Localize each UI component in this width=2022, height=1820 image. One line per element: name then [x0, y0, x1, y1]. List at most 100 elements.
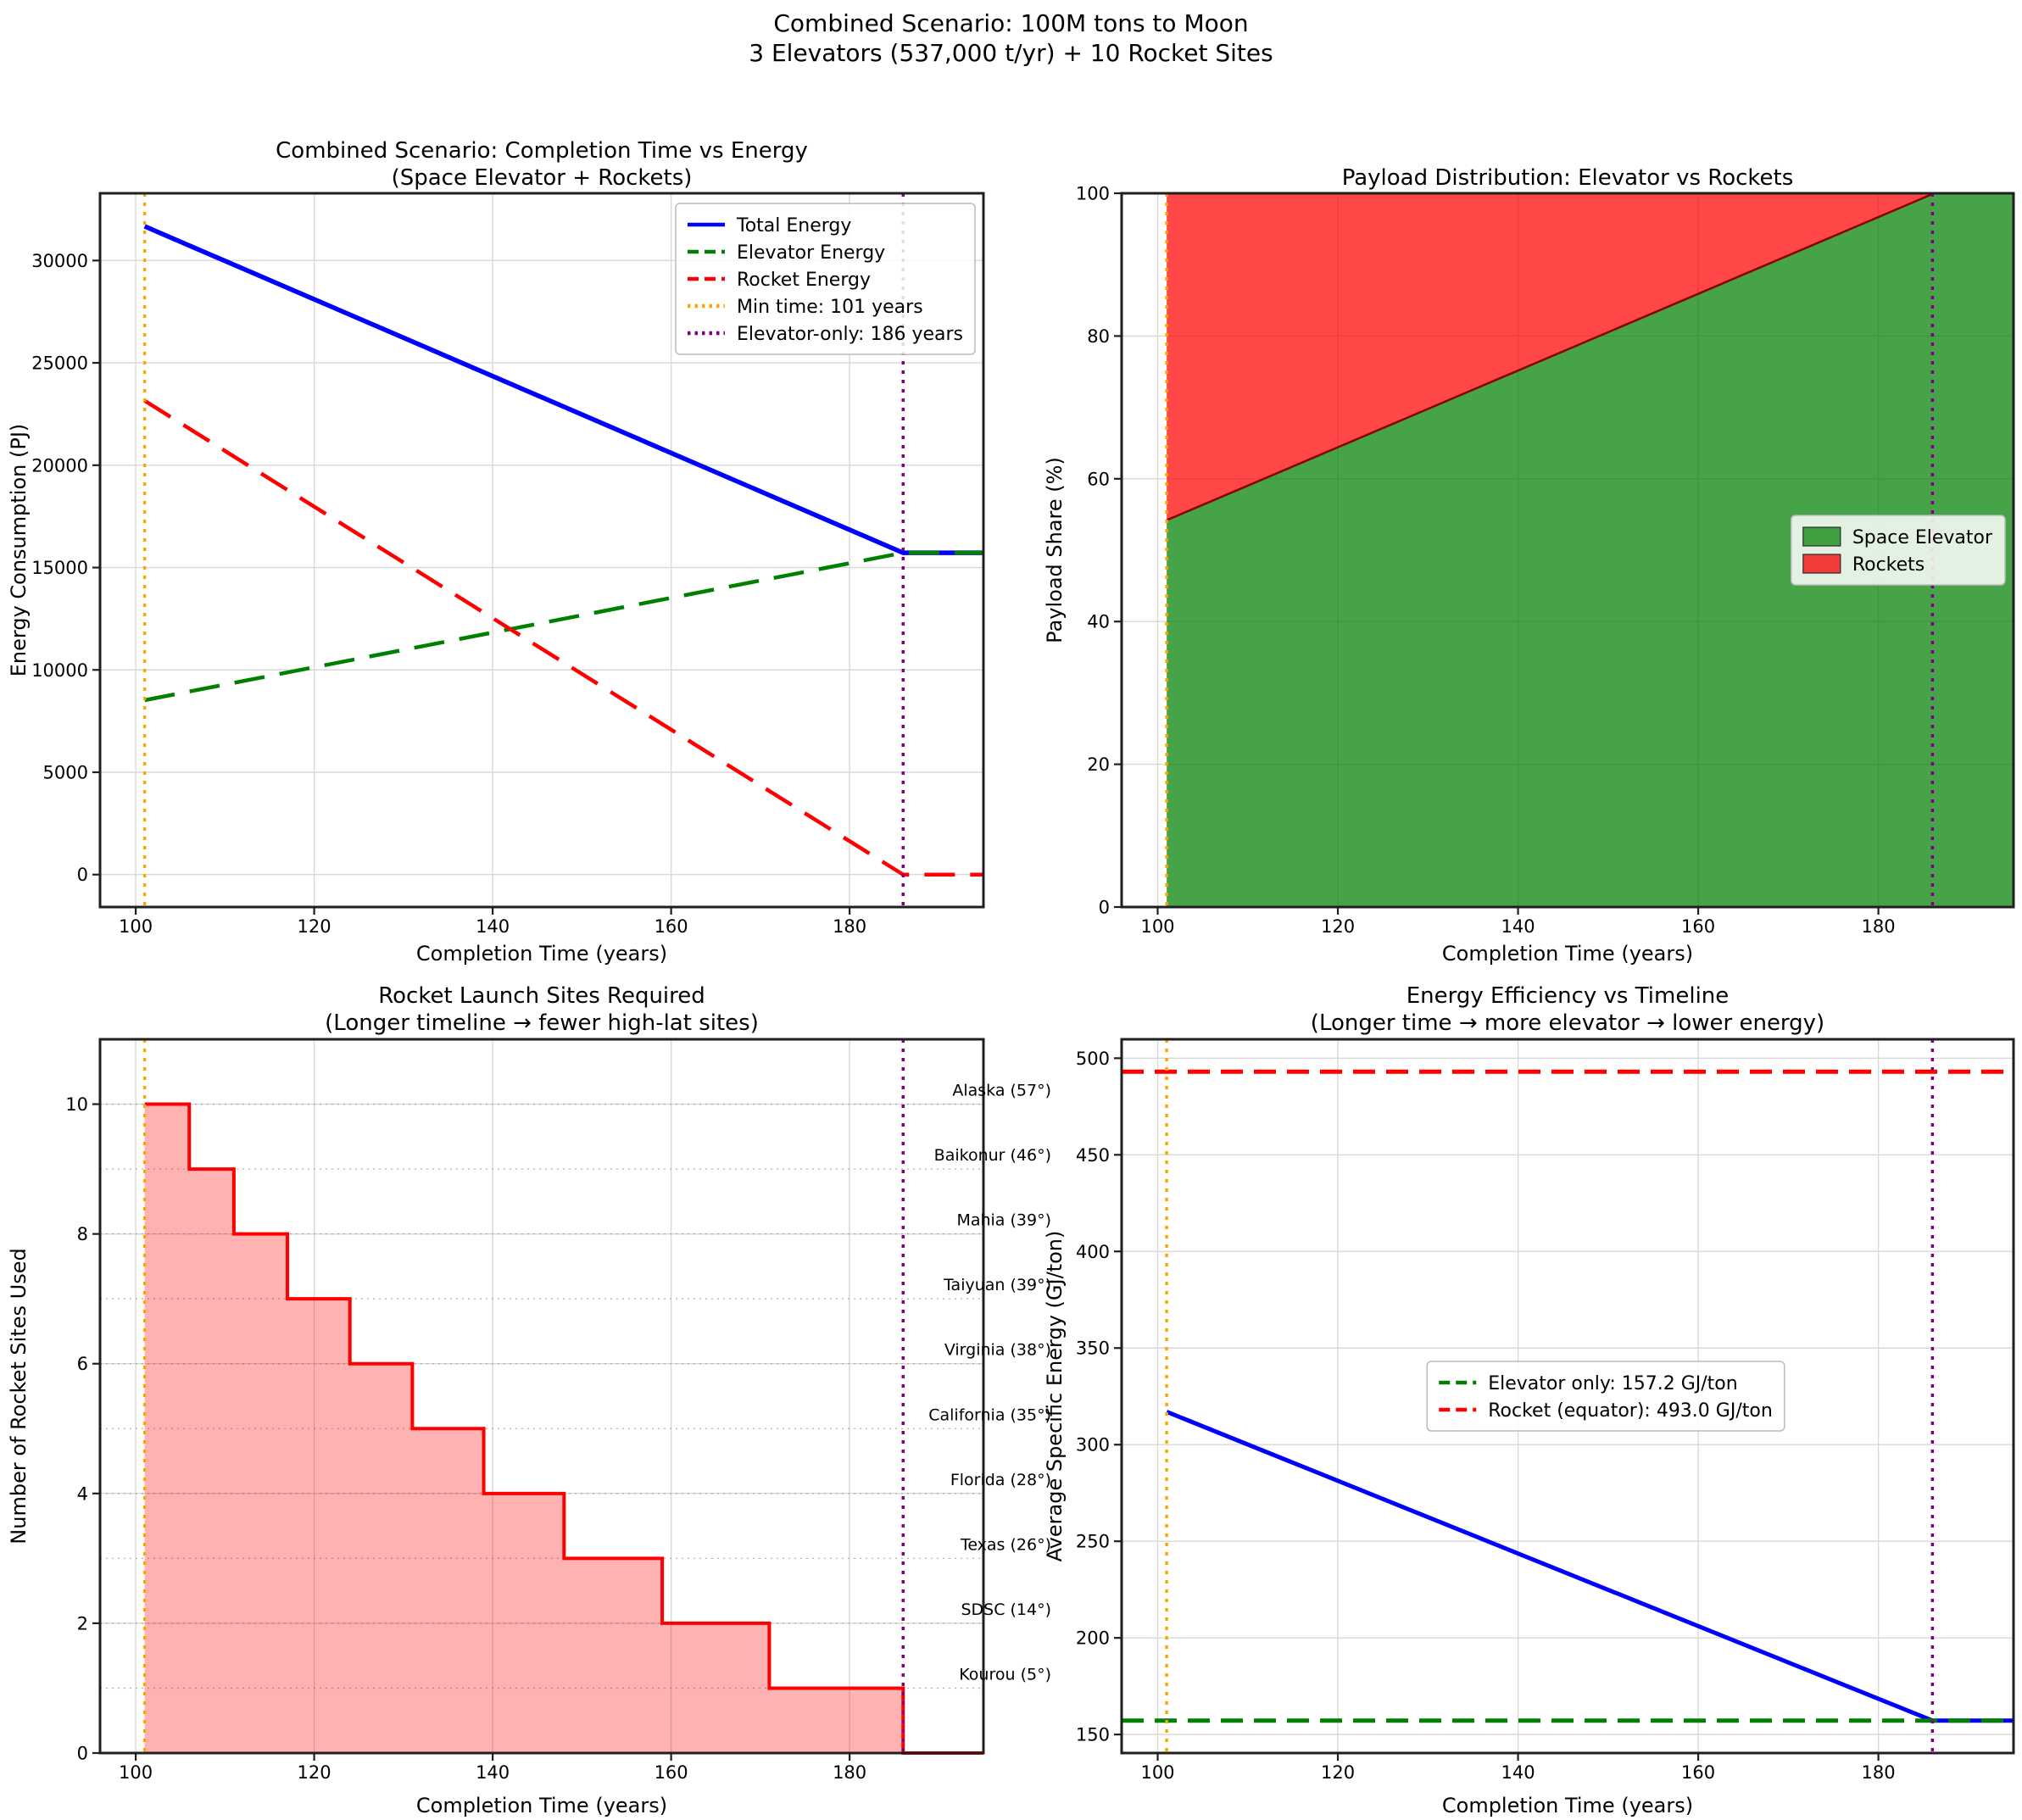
axes-frame	[98, 1038, 985, 1755]
site-label: Alaska (57°)	[952, 1082, 1051, 1100]
x-tick-label: 120	[298, 1762, 331, 1783]
legend-box	[675, 203, 976, 355]
chart-rocket-sites-required: 100 120 140 160 180 0 2 4 6 8 10 Completion Time (y…	[7, 983, 1051, 1817]
figure-suptitle: Combined Scenario: 100M tons to Moon 3 E…	[0, 8, 2022, 68]
y-tick-label: 400	[1076, 1242, 1110, 1262]
y-tick-label: 5000	[43, 762, 88, 782]
legend-swatch	[1802, 526, 1841, 547]
legend-label: Elevator-only: 186 years	[737, 324, 963, 345]
y-tick-label: 100	[1076, 184, 1110, 204]
area-rockets	[1167, 193, 2014, 520]
axes-frame	[1120, 1038, 2015, 1755]
site-label: Virginia (38°)	[944, 1341, 1051, 1360]
y-tick-label: 0	[1099, 898, 1110, 918]
y-tick-label: 30000	[31, 251, 88, 271]
y-tick-label: 0	[77, 1744, 88, 1764]
x-tick-label: 160	[655, 1762, 688, 1783]
y-tick-label: 10000	[31, 660, 88, 681]
y-axis-label: Energy Consumption (PJ)	[7, 424, 31, 677]
y-axis-label: Payload Share (%)	[1043, 457, 1067, 643]
chart-title: Payload Distribution: Elevator vs Rocket…	[1342, 165, 1794, 191]
legend-label: Min time: 101 years	[737, 297, 923, 318]
legend-label: Elevator only: 157.2 GJ/ton	[1488, 1373, 1737, 1394]
x-tick-label: 100	[1140, 916, 1174, 937]
chart-energy-efficiency: 100 120 140 160 180 150 200 250 300 350 400 450 500 C…	[1043, 983, 2015, 1817]
suptitle-line1: Combined Scenario: 100M tons to Moon	[773, 9, 1249, 37]
site-label: Texas (26°)	[960, 1535, 1051, 1554]
y-tick-label: 500	[1076, 1049, 1110, 1069]
legend-label: Rocket Energy	[737, 270, 871, 291]
chart-subtitle: (Space Elevator + Rockets)	[392, 165, 693, 191]
x-axis-label: Completion Time (years)	[1442, 942, 1693, 966]
y-axis-label: Number of Rocket Sites Used	[7, 1248, 31, 1544]
legend-label: Rockets	[1852, 554, 1925, 576]
legend-swatch	[1802, 554, 1841, 574]
chart-title: Energy Efficiency vs Timeline	[1406, 983, 1730, 1009]
series-average-specific-energy	[1166, 1410, 2014, 1723]
y-axis-label: Average Specific Energy (GJ/ton)	[1043, 1231, 1067, 1562]
legend-label: Space Elevator	[1852, 527, 1993, 548]
y-tick-label: 10	[65, 1094, 88, 1115]
x-tick-label: 120	[1321, 1762, 1355, 1783]
suptitle-line2: 3 Elevators (537,000 t/yr) + 10 Rocket S…	[749, 39, 1273, 67]
x-tick-label: 160	[1681, 1762, 1715, 1783]
y-tick-label: 450	[1076, 1145, 1110, 1166]
step-line	[144, 1102, 983, 1755]
x-tick-label: 160	[655, 916, 688, 937]
axes-frame	[98, 192, 985, 909]
y-tick-label: 150	[1076, 1725, 1110, 1745]
legend-label: Rocket (equator): 493.0 GJ/ton	[1488, 1400, 1773, 1422]
chart-payload-distribution: 100 120 140 160 180 0 20 40 60 80 100 Completion Ti…	[1043, 165, 2015, 966]
y-tick-label: 200	[1076, 1628, 1110, 1649]
legend: Total Energy Elevator Energy Rocket Energy…	[675, 203, 976, 355]
chart-title: Combined Scenario: Completion Time vs En…	[276, 138, 808, 164]
x-tick-label: 140	[476, 916, 510, 937]
y-tick-label: 250	[1076, 1532, 1110, 1552]
x-tick-label: 180	[833, 916, 866, 937]
x-axis-label: Completion Time (years)	[416, 1794, 667, 1817]
chart-subtitle: (Longer time → more elevator → lower ene…	[1311, 1010, 1824, 1036]
step-fill	[144, 1104, 983, 1753]
chart-subtitle: (Longer timeline → fewer high-lat sites)	[325, 1010, 759, 1036]
x-tick-label: 140	[1501, 916, 1535, 937]
x-tick-label: 180	[833, 1762, 866, 1783]
site-label: Florida (28°)	[950, 1471, 1051, 1489]
x-tick-label: 100	[119, 916, 153, 937]
chart-title: Rocket Launch Sites Required	[378, 983, 705, 1009]
y-tick-label: 20	[1087, 754, 1110, 775]
y-tick-label: 8	[77, 1224, 88, 1244]
y-tick-label: 300	[1076, 1435, 1110, 1455]
site-label: SDSC (14°)	[961, 1600, 1051, 1619]
site-label: Kourou (5°)	[959, 1665, 1051, 1684]
legend-box	[1791, 515, 2006, 586]
series-rocket-energy	[143, 398, 983, 877]
x-tick-label: 120	[298, 916, 331, 937]
x-tick-label: 180	[1862, 916, 1896, 937]
axes-frame	[1120, 192, 2015, 909]
y-tick-label: 25000	[31, 353, 88, 374]
site-label: California (35°)	[928, 1405, 1051, 1424]
legend-box	[1426, 1361, 1785, 1432]
y-tick-label: 80	[1087, 326, 1110, 347]
x-tick-label: 160	[1681, 916, 1715, 937]
x-tick-label: 100	[1140, 1762, 1174, 1783]
y-tick-label: 20000	[31, 455, 88, 476]
site-label: Taiyuan (39°)	[943, 1276, 1051, 1294]
x-tick-label: 120	[1321, 916, 1355, 937]
x-tick-label: 180	[1862, 1762, 1896, 1783]
y-tick-label: 350	[1076, 1339, 1110, 1359]
x-axis-label: Completion Time (years)	[1442, 1794, 1693, 1817]
y-tick-label: 60	[1087, 469, 1110, 489]
x-tick-label: 100	[119, 1762, 153, 1783]
site-label: Baikonur (46°)	[934, 1146, 1051, 1165]
x-tick-label: 140	[1501, 1762, 1535, 1783]
legend: Elevator only: 157.2 GJ/ton Rocket (equat…	[1426, 1361, 1785, 1432]
chart-completion-time-vs-energy: 100 120 140 160 180 0 5000 10000 15000 20000 25000…	[7, 138, 985, 966]
area-space-elevator	[1167, 193, 2014, 907]
series-elevator-energy	[144, 550, 983, 703]
x-tick-label: 140	[476, 1762, 510, 1783]
y-tick-label: 0	[77, 865, 88, 885]
y-tick-label: 4	[77, 1483, 88, 1504]
legend-label: Total Energy	[736, 215, 851, 237]
